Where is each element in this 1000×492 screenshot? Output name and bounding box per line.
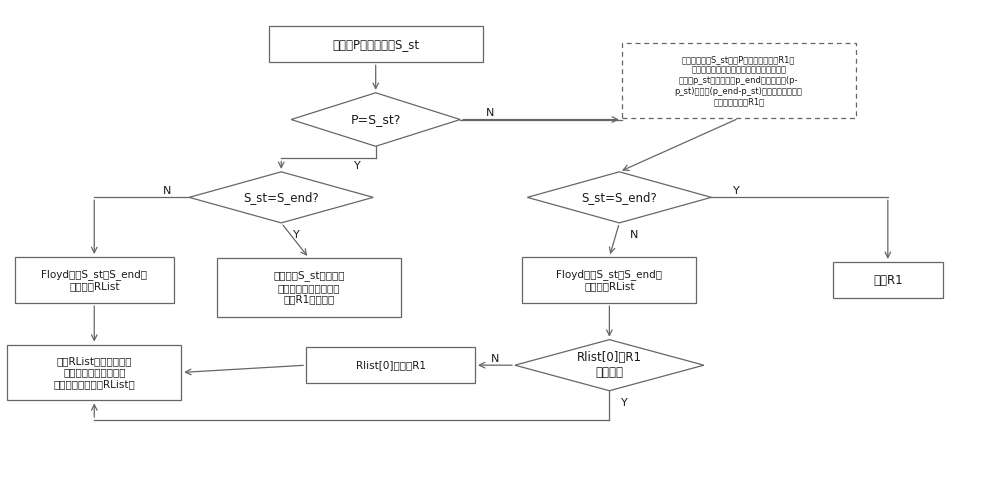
Text: N: N <box>163 186 172 196</box>
Text: 寻找通过站点S_st且与P距离最近的路段R1；
若存在距离相等的两个路段，根据路段的起
点坐标p_st，终点坐标p_end，计算向量(p-
p_st)与向量(p: 寻找通过站点S_st且与P距离最近的路段R1； 若存在距离相等的两个路段，根据路… <box>675 55 803 106</box>
Text: S_st=S_end?: S_st=S_end? <box>243 191 319 204</box>
FancyBboxPatch shape <box>217 258 401 316</box>
FancyBboxPatch shape <box>622 43 856 118</box>
Text: Y: Y <box>293 230 300 240</box>
Text: N: N <box>630 230 638 240</box>
Text: Y: Y <box>621 398 628 408</box>
Text: Y: Y <box>733 186 740 196</box>
Text: Rlist[0]与R1
是否重合: Rlist[0]与R1 是否重合 <box>577 351 642 379</box>
FancyBboxPatch shape <box>15 257 174 303</box>
Text: S_st=S_end?: S_st=S_end? <box>581 191 657 204</box>
Polygon shape <box>527 172 711 223</box>
Text: N: N <box>491 354 499 364</box>
Text: P=S_st?: P=S_st? <box>351 113 401 126</box>
Text: 搜索与P最近的站点S_st: 搜索与P最近的站点S_st <box>332 37 419 51</box>
Text: Rlist[0]前插入R1: Rlist[0]前插入R1 <box>356 360 426 370</box>
FancyBboxPatch shape <box>269 26 483 62</box>
FancyBboxPatch shape <box>306 347 475 383</box>
Text: Floyd搜索S_st到S_end的
路段集合RList: Floyd搜索S_st到S_end的 路段集合RList <box>556 269 662 291</box>
Text: 返回R1: 返回R1 <box>873 274 903 286</box>
FancyBboxPatch shape <box>7 344 181 400</box>
Text: N: N <box>486 108 494 118</box>
Text: Floyd搜索S_st到S_end的
路段集合RList: Floyd搜索S_st到S_end的 路段集合RList <box>41 269 147 291</box>
Polygon shape <box>515 339 704 391</box>
FancyBboxPatch shape <box>522 257 696 303</box>
Text: 搜索通过S_st且与叉车
车头朝向的夹角最小的
路段R1，并返回: 搜索通过S_st且与叉车 车头朝向的夹角最小的 路段R1，并返回 <box>273 270 345 305</box>
FancyBboxPatch shape <box>833 262 943 298</box>
Polygon shape <box>291 93 460 146</box>
Text: 遍历RList，将具有相同
路段名的相邻路段进行
合并，最后最终的RList。: 遍历RList，将具有相同 路段名的相邻路段进行 合并，最后最终的RList。 <box>53 356 135 389</box>
Text: Y: Y <box>354 161 361 171</box>
Polygon shape <box>189 172 373 223</box>
